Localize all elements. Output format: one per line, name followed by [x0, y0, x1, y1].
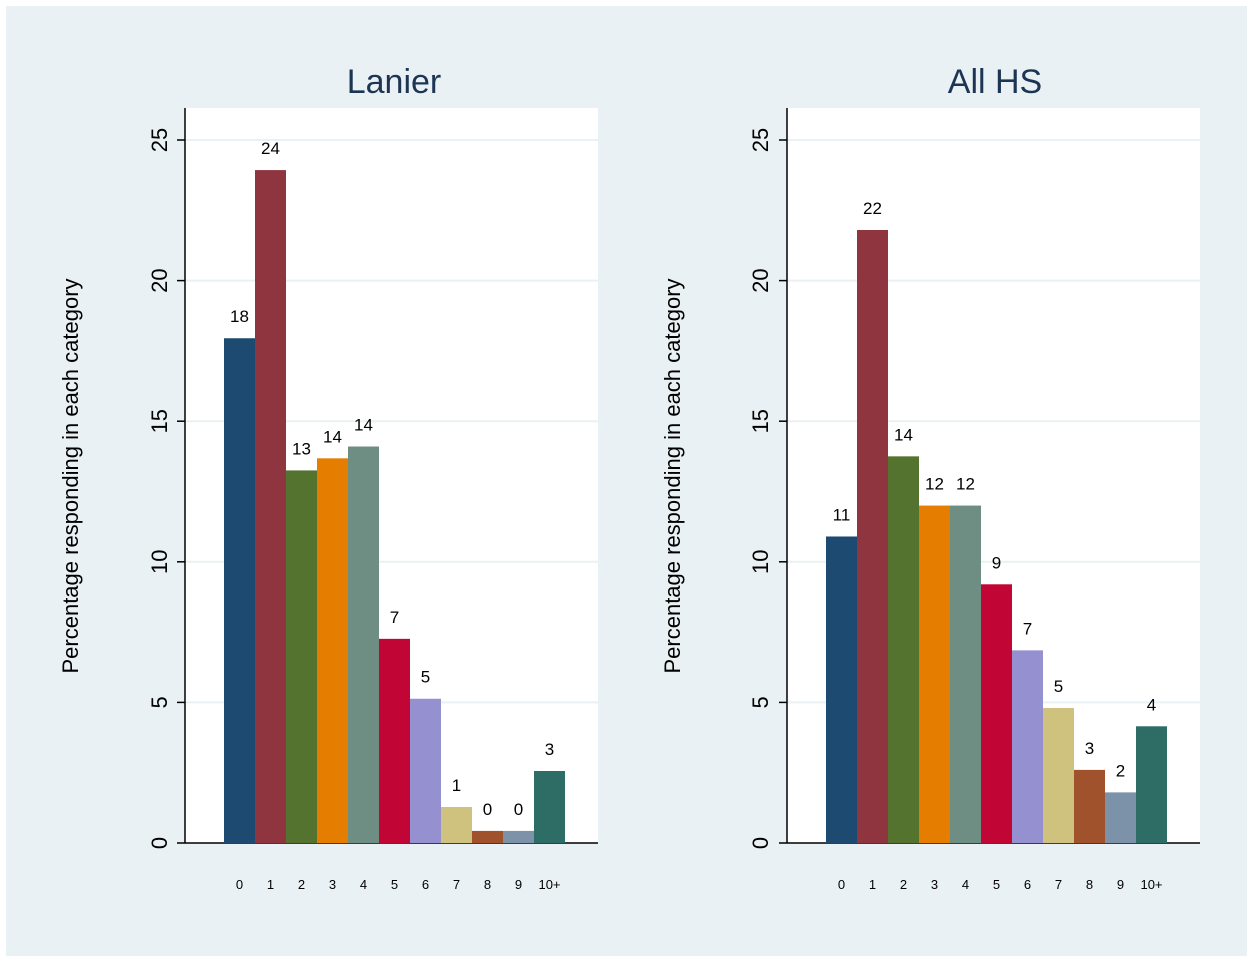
panel-lanier: Lanier Percentage responding in each cat… [58, 63, 598, 892]
bar-9 [1105, 792, 1136, 843]
x-tick-label: 10+ [1140, 877, 1162, 892]
y-tick-label: 10 [147, 550, 172, 574]
data-label: 3 [545, 740, 554, 759]
bar-4 [950, 505, 981, 843]
data-label: 14 [354, 416, 373, 435]
data-label: 7 [1023, 619, 1032, 638]
x-tick-label: 6 [1024, 877, 1031, 892]
data-label: 14 [323, 427, 342, 446]
data-label: 18 [230, 307, 249, 326]
x-tick-label: 7 [453, 877, 460, 892]
data-label: 5 [1054, 677, 1063, 696]
data-label: 24 [261, 139, 280, 158]
y-tick-label: 5 [748, 696, 773, 708]
data-label: 4 [1147, 695, 1156, 714]
y-tick-label: 5 [147, 696, 172, 708]
data-label: 13 [292, 439, 311, 458]
x-tick-label: 9 [1117, 877, 1124, 892]
data-label: 11 [833, 505, 851, 524]
data-label: 22 [863, 199, 882, 218]
x-tick-label: 3 [329, 877, 336, 892]
x-tick-label: 5 [993, 877, 1000, 892]
y-tick-label: 15 [147, 409, 172, 433]
y-tick-label: 25 [147, 128, 172, 152]
panel-title: All HS [948, 63, 1042, 101]
y-tick-label: 10 [748, 550, 773, 574]
data-label: 12 [956, 475, 975, 494]
panel-all-hs: All HS Percentage responding in each cat… [660, 63, 1200, 892]
data-label: 14 [894, 425, 913, 444]
y-tick-label: 20 [147, 268, 172, 292]
y-axis-label: Percentage responding in each category [660, 278, 685, 673]
y-tick-label: 0 [748, 837, 773, 849]
x-tick-label: 6 [422, 877, 429, 892]
data-label: 1 [452, 776, 461, 795]
bar-8 [472, 830, 503, 843]
x-tick-label: 9 [515, 877, 522, 892]
y-tick-label: 20 [748, 268, 773, 292]
x-tick-label: 0 [838, 877, 845, 892]
data-label: 12 [925, 475, 944, 494]
bar-3 [317, 458, 348, 843]
bar-6 [1012, 650, 1043, 843]
bar-9 [503, 830, 534, 843]
bar-4 [348, 446, 379, 843]
bar-0 [224, 338, 255, 843]
x-tick-label: 4 [962, 877, 969, 892]
bar-3 [919, 505, 950, 843]
bar-2 [286, 470, 317, 843]
y-tick-label: 0 [147, 837, 172, 849]
bar-8 [1074, 769, 1105, 843]
x-tick-label: 0 [236, 877, 243, 892]
bar-7 [1043, 708, 1074, 843]
x-tick-label: 1 [869, 877, 876, 892]
data-label: 0 [514, 800, 523, 819]
bar-0 [826, 536, 857, 843]
x-tick-label: 10+ [538, 877, 560, 892]
bar-10+ [534, 771, 565, 843]
y-tick-label: 25 [748, 128, 773, 152]
data-label: 7 [390, 608, 399, 627]
x-tick-label: 4 [360, 877, 367, 892]
bar-6 [410, 698, 441, 843]
y-axis-label: Percentage responding in each category [58, 278, 83, 673]
x-tick-label: 1 [267, 877, 274, 892]
x-tick-label: 8 [1086, 877, 1093, 892]
x-tick-label: 7 [1055, 877, 1062, 892]
x-tick-label: 3 [931, 877, 938, 892]
data-label: 0 [483, 800, 492, 819]
y-tick-label: 15 [748, 409, 773, 433]
bar-10+ [1136, 726, 1167, 843]
panel-title: Lanier [347, 63, 442, 101]
bar-7 [441, 807, 472, 843]
bar-5 [379, 638, 410, 843]
x-tick-label: 5 [391, 877, 398, 892]
data-label: 9 [992, 553, 1001, 572]
x-tick-label: 2 [298, 877, 305, 892]
x-tick-label: 2 [900, 877, 907, 892]
data-label: 3 [1085, 739, 1094, 758]
bar-2 [888, 456, 919, 843]
data-label: 5 [421, 668, 430, 687]
bar-5 [981, 584, 1012, 843]
data-label: 2 [1116, 761, 1125, 780]
bar-1 [857, 229, 888, 843]
x-tick-label: 8 [484, 877, 491, 892]
bar-1 [255, 170, 286, 844]
